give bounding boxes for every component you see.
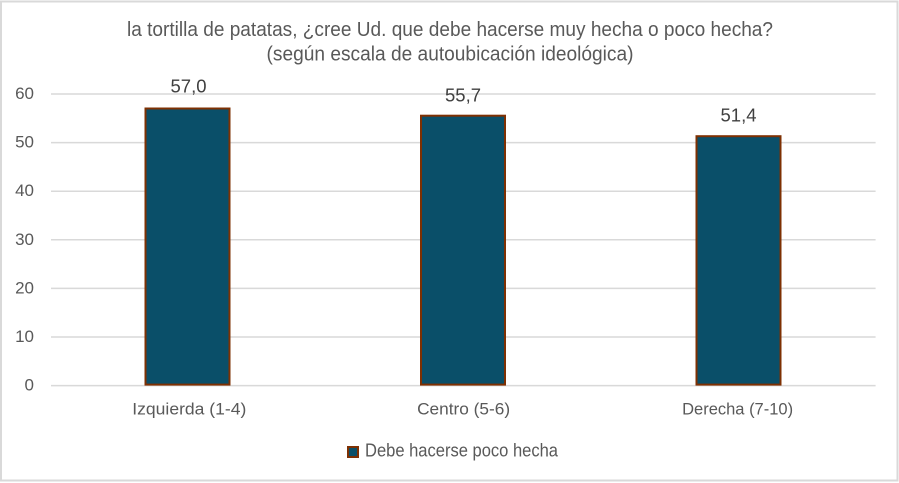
svg-text:0: 0 xyxy=(25,376,34,395)
svg-text:51,4: 51,4 xyxy=(721,106,757,126)
svg-text:55,7: 55,7 xyxy=(445,86,481,106)
svg-text:40: 40 xyxy=(15,181,34,200)
svg-text:10: 10 xyxy=(15,327,34,346)
svg-text:Centro (5-6): Centro (5-6) xyxy=(417,400,510,419)
svg-text:la tortilla de patatas, ¿cree: la tortilla de patatas, ¿cree Ud. que de… xyxy=(127,19,773,41)
svg-text:50: 50 xyxy=(15,133,34,152)
svg-text:57,0: 57,0 xyxy=(171,77,207,97)
svg-text:Debe hacerse poco hecha: Debe hacerse poco hecha xyxy=(365,441,559,461)
svg-text:Derecha (7-10): Derecha (7-10) xyxy=(682,400,793,419)
svg-text:20: 20 xyxy=(15,278,34,297)
svg-text:30: 30 xyxy=(15,230,34,249)
svg-text:60: 60 xyxy=(15,84,34,103)
svg-text:Izquierda (1-4): Izquierda (1-4) xyxy=(132,400,246,419)
svg-text:(según escala de autoubicación: (según escala de autoubicación ideológic… xyxy=(267,44,634,66)
